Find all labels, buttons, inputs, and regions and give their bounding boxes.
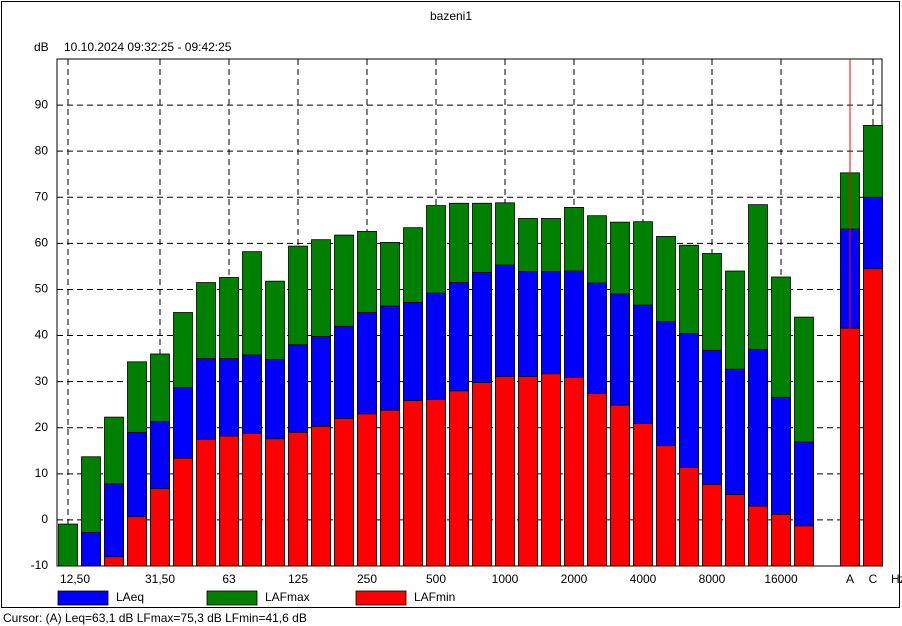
y-axis-label: dB — [34, 40, 49, 54]
bar — [265, 438, 285, 567]
bar — [702, 484, 722, 567]
y-tick-label: -10 — [31, 558, 49, 572]
x-axis-label: Hz — [891, 572, 902, 586]
bar — [311, 425, 331, 567]
y-tick-label: 80 — [35, 143, 49, 157]
bar — [173, 457, 193, 567]
y-tick-label: 50 — [35, 282, 49, 296]
chart-subtitle: 10.10.2024 09:32:25 - 09:42:25 — [64, 40, 232, 54]
bar — [127, 516, 147, 567]
bar — [219, 435, 239, 567]
bar — [104, 483, 124, 567]
bar — [725, 494, 745, 567]
bar — [104, 556, 124, 567]
bar — [587, 393, 607, 567]
y-tick-label: 30 — [35, 374, 49, 388]
y-tick-label: 40 — [35, 328, 49, 342]
bar — [449, 390, 469, 567]
bar — [748, 505, 768, 567]
x-tick-label: 250 — [357, 572, 377, 586]
bar — [334, 418, 354, 567]
x-tick-label: 500 — [426, 572, 446, 586]
legend-label: LAFmax — [265, 590, 310, 604]
chart-title: bazeni1 — [430, 9, 472, 23]
bar — [518, 376, 538, 567]
bar — [472, 382, 492, 567]
bar — [81, 531, 101, 567]
bar — [541, 373, 561, 567]
bar — [403, 400, 423, 567]
bar — [196, 438, 216, 567]
bar — [150, 488, 170, 567]
y-tick-label: 20 — [35, 420, 49, 434]
bar — [863, 268, 883, 567]
x-tick-label: C — [869, 572, 878, 586]
x-tick-label: 31,50 — [145, 572, 175, 586]
bar — [610, 404, 630, 567]
legend-label: LAFmin — [414, 590, 455, 604]
y-tick-label: 60 — [35, 236, 49, 250]
x-tick-label: A — [846, 572, 854, 586]
bar — [288, 431, 308, 567]
x-tick-label: 16000 — [764, 572, 798, 586]
bar — [656, 445, 676, 567]
bar — [633, 423, 653, 567]
x-tick-label: 125 — [288, 572, 308, 586]
legend-label: LAeq — [116, 590, 144, 604]
y-tick-label: 70 — [35, 189, 49, 203]
bar — [794, 525, 814, 567]
x-tick-label: 1000 — [492, 572, 519, 586]
x-tick-label: 4000 — [630, 572, 657, 586]
frame — [1, 1, 900, 608]
bar — [426, 399, 446, 567]
x-tick-label: 2000 — [561, 572, 588, 586]
bar — [679, 466, 699, 567]
bar — [357, 413, 377, 567]
y-tick-label: 90 — [35, 97, 49, 111]
bar — [771, 513, 791, 567]
bar — [58, 523, 78, 567]
bar — [564, 377, 584, 567]
y-tick-label: 10 — [35, 466, 49, 480]
cursor-readout: Cursor: (A) Leq=63,1 dB LFmax=75,3 dB LF… — [3, 611, 307, 625]
x-tick-label: 12,50 — [60, 572, 90, 586]
bar — [380, 409, 400, 567]
legend-swatch — [57, 590, 109, 606]
y-tick-label: 0 — [41, 512, 48, 526]
x-tick-label: 8000 — [699, 572, 726, 586]
x-tick-label: 63 — [222, 572, 236, 586]
legend-swatch — [206, 590, 258, 606]
bar — [495, 376, 515, 567]
bar — [242, 432, 262, 567]
legend-swatch — [355, 590, 407, 606]
